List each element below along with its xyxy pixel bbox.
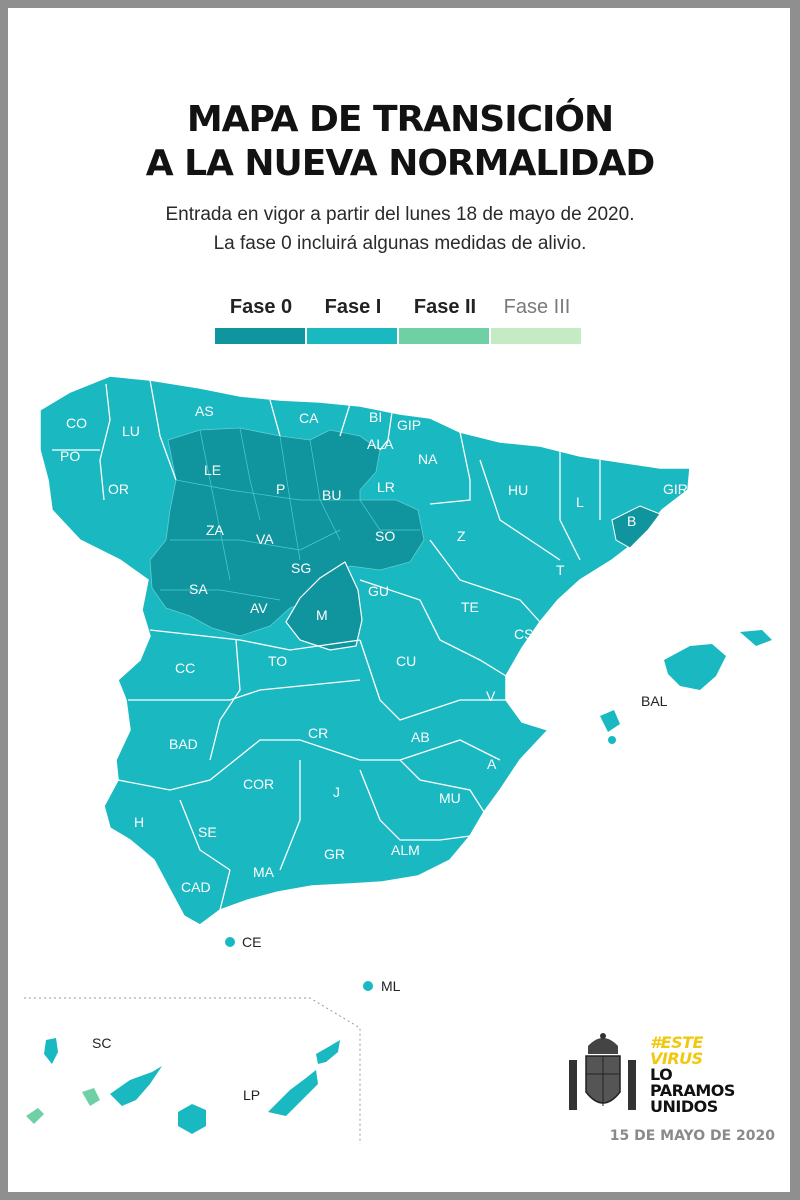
legend-swatch-fase-2 [399, 328, 489, 344]
coat-of-arms-icon [569, 1033, 636, 1110]
ceuta-dot [225, 937, 235, 947]
label-na: NA [418, 451, 438, 467]
label-po: PO [60, 448, 80, 464]
label-cs: CS [514, 626, 533, 642]
label-bi: BI [369, 409, 382, 425]
legend-label-fase-3: Fase III [503, 296, 571, 318]
canary-lanzarote [316, 1040, 340, 1064]
canary-la-gomera [82, 1088, 100, 1106]
canary-gran-canaria [178, 1104, 206, 1134]
label-j: J [333, 784, 340, 800]
label-lu: LU [122, 423, 140, 439]
subtitle-line-1: Entrada en vigor a partir del lunes 18 d… [165, 204, 635, 225]
logo-line-2: VIRUS [650, 1049, 703, 1068]
publication-date: 15 DE MAYO DE 2020 [609, 1128, 775, 1144]
fase-0-castilla-leon [149, 427, 425, 637]
label-l: L [576, 494, 584, 510]
label-gr: GR [324, 846, 345, 862]
label-h: H [134, 814, 144, 830]
legend-swatch-fase-1 [307, 328, 397, 344]
label-ce: CE [242, 934, 261, 950]
balearic-ibiza [600, 710, 620, 732]
fase-0-madrid [285, 561, 363, 651]
label-cor: COR [243, 776, 274, 792]
canary-fuerteventura [268, 1070, 318, 1116]
label-alm: ALM [391, 842, 420, 858]
balearic-mallorca [664, 644, 726, 690]
logo-line-4: PARAMOS [650, 1081, 735, 1100]
legend-swatch-fase-0 [215, 328, 305, 344]
canary-inset-frame [24, 997, 361, 1144]
label-lp: LP [243, 1087, 260, 1103]
label-hu: HU [508, 482, 528, 498]
label-to: TO [268, 653, 287, 669]
canary-tenerife [110, 1066, 162, 1106]
label-av: AV [250, 600, 268, 616]
label-gu: GU [368, 583, 389, 599]
label-te: TE [461, 599, 479, 615]
label-sg: SG [291, 560, 311, 576]
legend-label-fase-2: Fase II [413, 296, 477, 318]
province-labels: CO LU AS CA BI GIP PO ALA LE NA OR P BU … [60, 403, 688, 1103]
label-so: SO [375, 528, 395, 544]
label-co: CO [66, 415, 87, 431]
label-cu: CU [396, 653, 416, 669]
label-t: T [556, 562, 565, 578]
label-gip: GIP [397, 417, 421, 433]
title-line-1: MAPA DE TRANSICIÓN [186, 99, 614, 140]
label-lr: LR [377, 479, 395, 495]
label-se: SE [198, 824, 217, 840]
label-za: ZA [206, 522, 225, 538]
label-ca: CA [299, 410, 319, 426]
label-z: Z [457, 528, 466, 544]
campaign-logo: #ESTE VIRUS LO PARAMOS UNIDOS [650, 1035, 780, 1115]
label-sa: SA [189, 581, 208, 597]
label-bal: BAL [641, 693, 668, 709]
label-va: VA [256, 531, 274, 547]
label-a: A [487, 756, 497, 772]
label-m: M [316, 607, 328, 623]
legend-label-fase-0: Fase 0 [229, 296, 293, 318]
fase-0-barcelona [611, 505, 661, 549]
province-borders [52, 379, 601, 911]
label-ml: ML [381, 978, 401, 994]
label-sc: SC [92, 1035, 111, 1051]
label-or: OR [108, 481, 129, 497]
label-p: P [276, 481, 285, 497]
comarca-lines [160, 427, 420, 601]
label-as: AS [195, 403, 214, 419]
legend-label-fase-1: Fase I [324, 296, 382, 318]
label-ma: MA [253, 864, 275, 880]
subtitle-line-2: La fase 0 incluirá algunas medidas de al… [213, 233, 587, 254]
canary-el-hierro [26, 1108, 44, 1124]
legend-swatch-fase-3 [491, 328, 581, 344]
label-gir: GIR [663, 481, 688, 497]
label-cc: CC [175, 660, 195, 676]
label-cad: CAD [181, 879, 211, 895]
canary-la-palma [44, 1038, 58, 1064]
logo-line-5: UNIDOS [650, 1097, 718, 1116]
logo-line-3: LO [650, 1065, 673, 1084]
label-ala: ALA [367, 436, 394, 452]
label-b: B [627, 513, 636, 529]
label-le: LE [204, 462, 221, 478]
label-ab: AB [411, 729, 430, 745]
label-mu: MU [439, 790, 461, 806]
balearic-menorca [740, 630, 772, 646]
title-line-2: A LA NUEVA NORMALIDAD [145, 143, 656, 184]
logo-line-1: #ESTE [650, 1033, 703, 1052]
label-bu: BU [322, 487, 341, 503]
label-v: V [486, 688, 496, 704]
melilla-dot [363, 981, 373, 991]
label-bad: BAD [169, 736, 198, 752]
label-cr: CR [308, 725, 328, 741]
balearic-formentera [608, 736, 616, 744]
